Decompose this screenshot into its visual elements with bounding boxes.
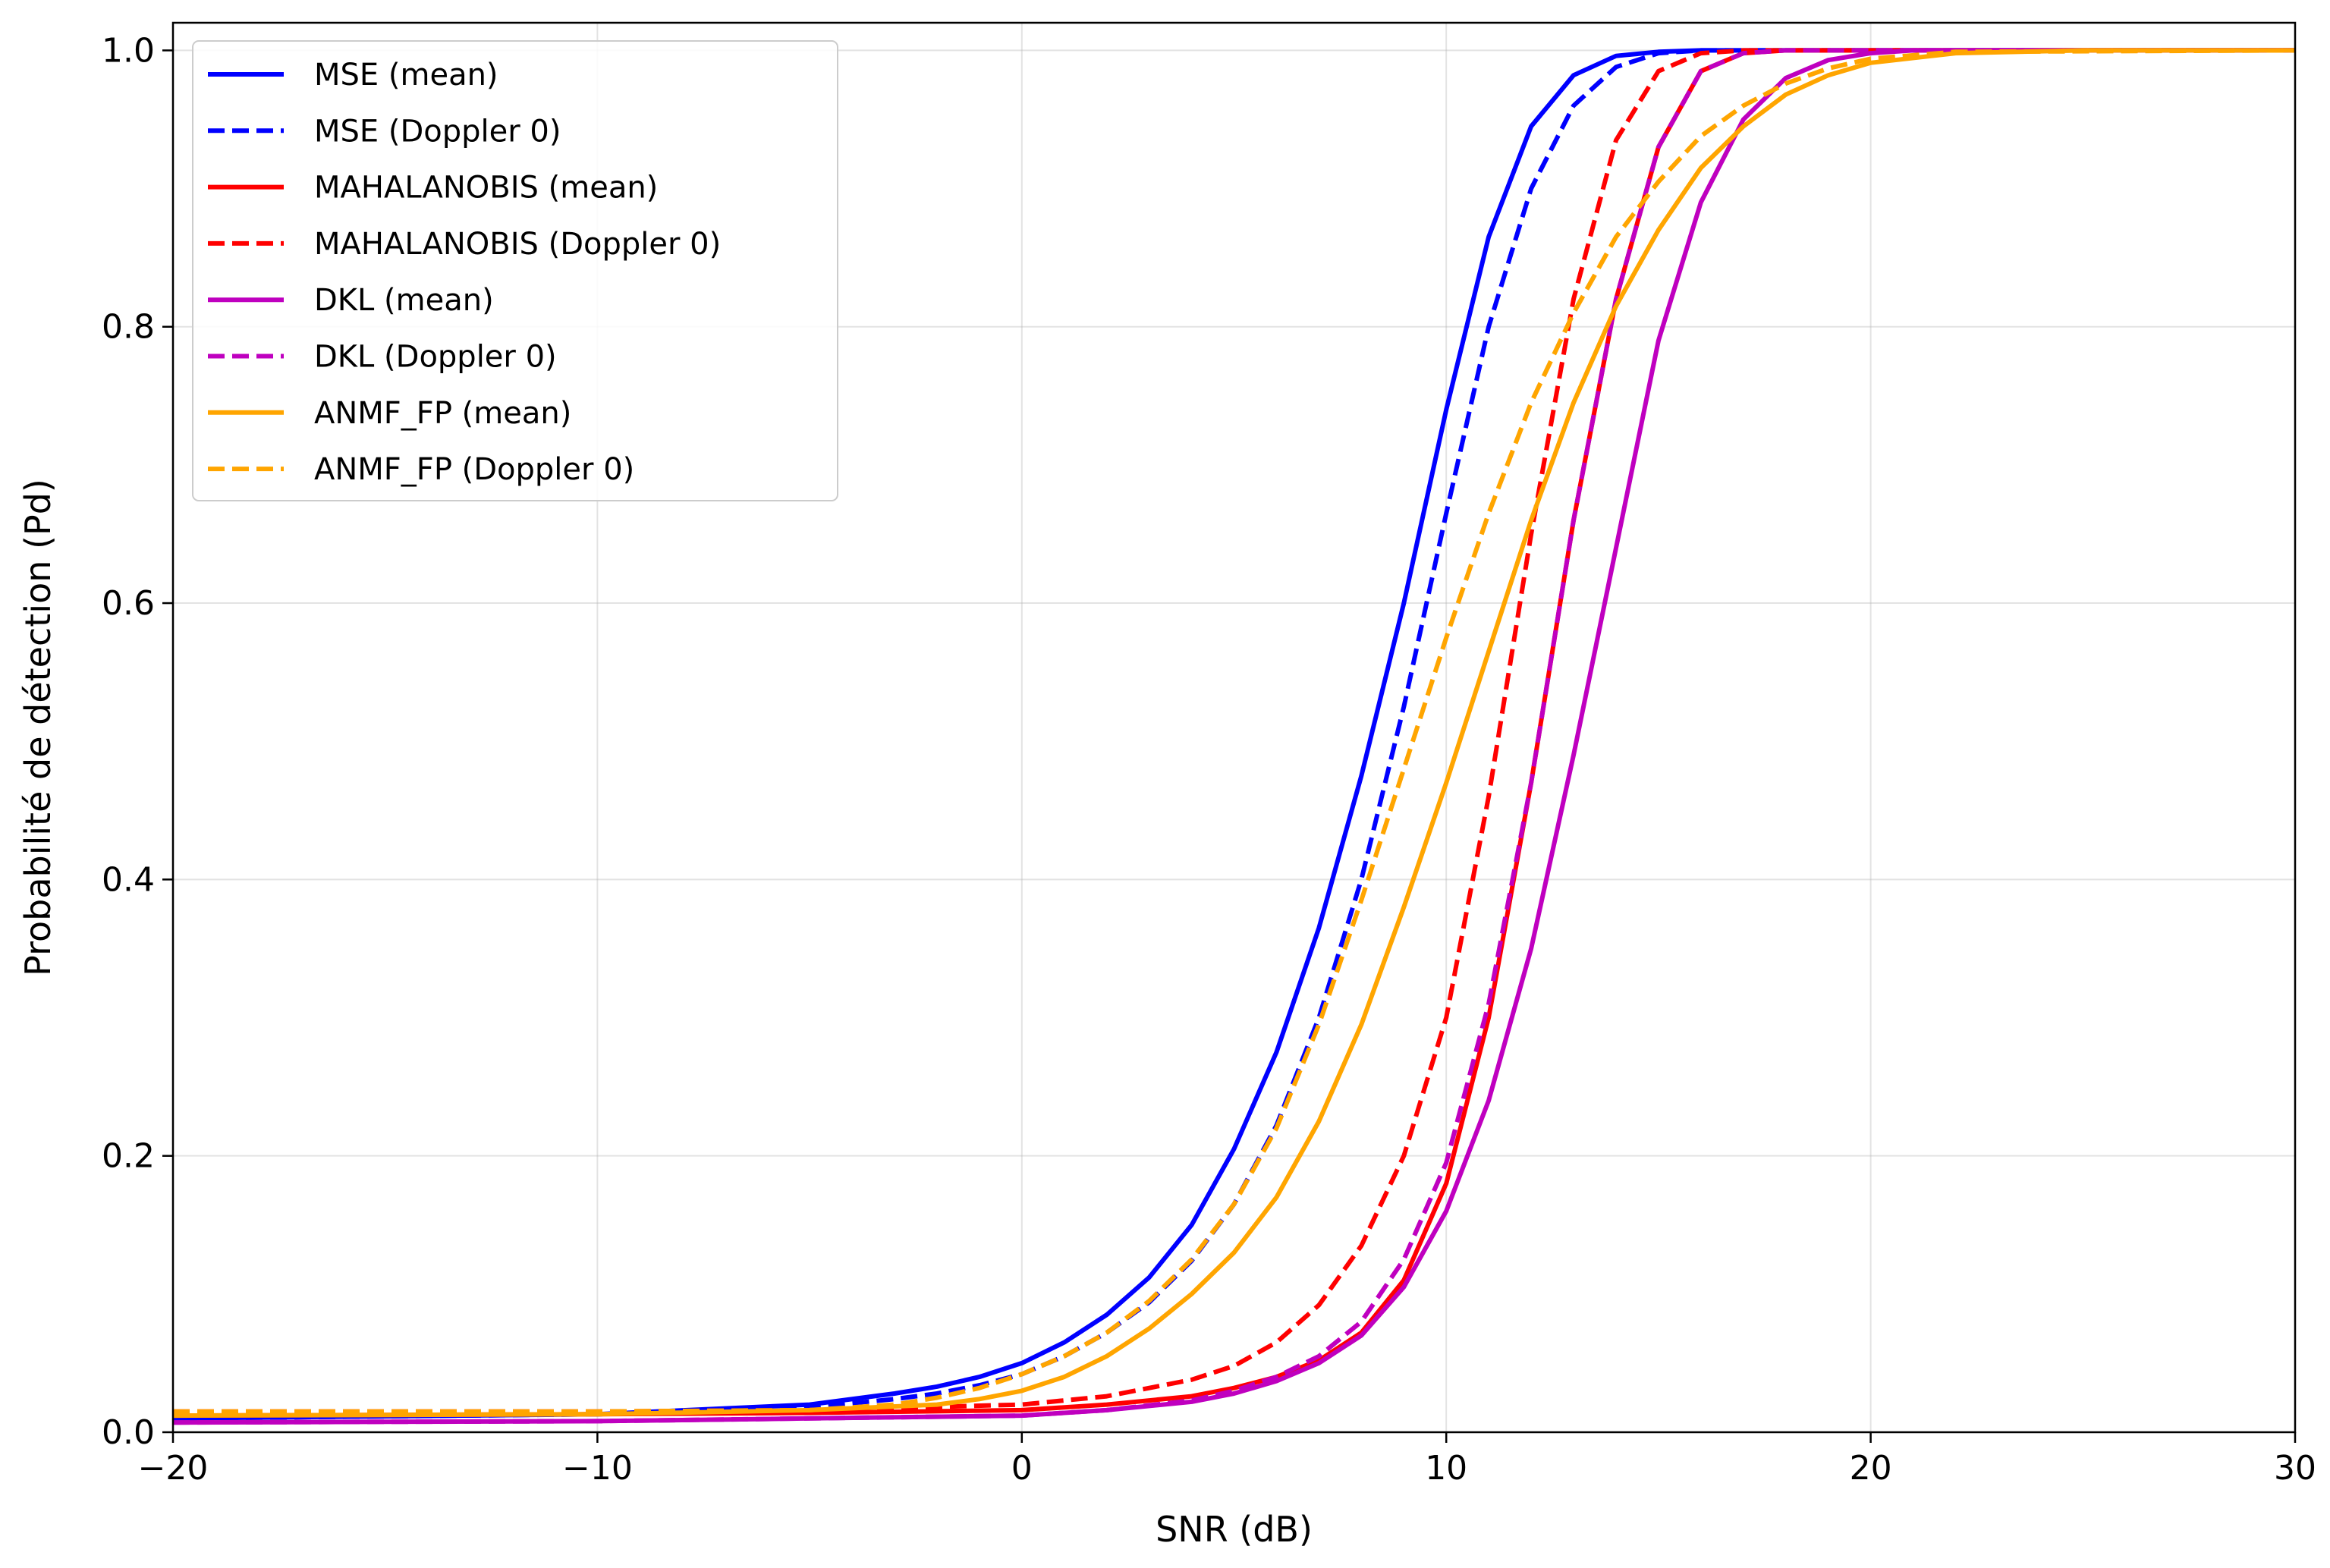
legend-label: DKL (Doppler 0) (314, 340, 557, 375)
legend: MSE (mean) MSE (Doppler 0) MAHALANOBIS (me… (192, 40, 838, 501)
legend-label: ANMF_FP (Doppler 0) (314, 452, 634, 487)
x-tick-label: −20 (138, 1449, 209, 1488)
y-tick-label: 0.8 (102, 308, 155, 347)
series-line-dkl-mean (173, 48, 2295, 1425)
y-tick-label: 0.4 (102, 860, 155, 899)
legend-label: MAHALANOBIS (Doppler 0) (314, 227, 721, 262)
y-tick-label: 0.2 (102, 1137, 155, 1176)
x-tick-label: 30 (2274, 1449, 2316, 1488)
series-line-mahalanobis-doppler-0 (173, 48, 2295, 1414)
series-line-anmf-fp-doppler-0 (173, 48, 2295, 1414)
y-tick-label: 0.6 (102, 584, 155, 623)
x-tick-label: −10 (562, 1449, 633, 1488)
ticks: −20 −10 0 10 20 30 0.0 0.2 0.4 0.6 0.8 1.0 (102, 31, 2316, 1488)
axes-frame (171, 21, 2297, 1434)
x-tick-label: 0 (1011, 1449, 1033, 1488)
grid (172, 23, 2296, 1433)
legend-label: MSE (mean) (314, 58, 498, 93)
y-tick-label: 0.0 (102, 1413, 155, 1452)
legend-label: ANMF_FP (mean) (314, 396, 571, 431)
y-tick-label: 1.0 (102, 31, 155, 70)
legend-label: MAHALANOBIS (mean) (314, 171, 658, 206)
legend-label: MSE (Doppler 0) (314, 114, 561, 149)
x-axis-label: SNR (dB) (1156, 1509, 1313, 1550)
x-tick-label: 10 (1425, 1449, 1467, 1488)
series-line-mse-mean (173, 48, 2295, 1421)
y-axis-label: Probabilité de détection (Pd) (17, 479, 58, 976)
x-tick-label: 20 (1850, 1449, 1892, 1488)
legend-label: DKL (mean) (314, 283, 494, 318)
plot-area (173, 48, 2295, 1425)
series-line-dkl-doppler-0 (173, 48, 2295, 1425)
legend-box (192, 40, 838, 501)
series-line-anmf-fp-mean (173, 48, 2295, 1419)
